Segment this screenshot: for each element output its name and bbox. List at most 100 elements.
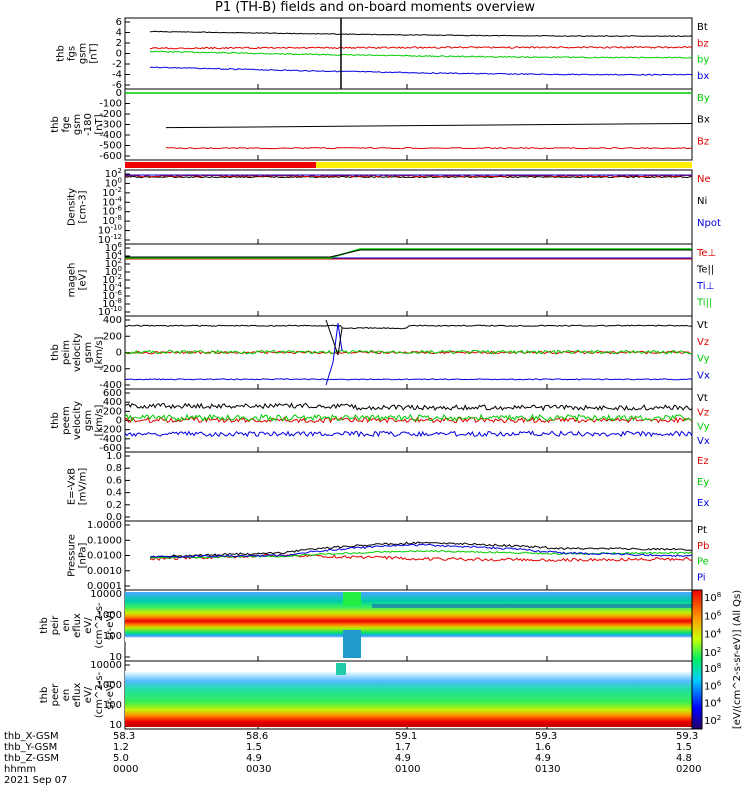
legend-bx: Bx xyxy=(697,115,710,126)
colorbar-tick: 104 xyxy=(704,697,722,710)
footer-value: 4.9 xyxy=(246,753,262,764)
spike-vx xyxy=(325,323,343,386)
series-Vy xyxy=(124,413,693,423)
colorbar-tick: 102 xyxy=(704,714,721,727)
legend-ne: Ne xyxy=(697,174,711,185)
footer-value: 59.3 xyxy=(676,731,699,742)
panel-ylabel: thbpeimvelocitygsm[km/s] xyxy=(50,333,105,372)
legend-vt: Vt xyxy=(697,320,708,331)
ytick-label: 0.8 xyxy=(106,463,122,474)
footer-row-label: thb_Z-GSM xyxy=(4,753,59,764)
mode-bar-slow xyxy=(125,162,316,168)
series-Vx xyxy=(124,378,693,381)
ytick-label: -600 xyxy=(99,151,122,162)
series-bx xyxy=(149,66,693,76)
ytick-label: 1.0000 xyxy=(87,520,122,531)
legend-vz: Vz xyxy=(697,407,709,418)
legend-ey: Ey xyxy=(697,477,709,488)
ytick-label: 0.2 xyxy=(106,500,122,511)
ytick-label: 0.0100 xyxy=(87,551,122,562)
panel-frame-3 xyxy=(124,243,693,317)
legend-vx: Vx xyxy=(697,370,710,381)
legend-bz: bz xyxy=(697,38,709,49)
footer-value: 4.8 xyxy=(676,753,692,764)
ytick-label: -500 xyxy=(99,141,122,152)
ion-spectrogram-ext xyxy=(343,630,361,658)
series-Ni xyxy=(124,175,693,179)
series-Pt xyxy=(150,541,693,559)
ytick-label: -200 xyxy=(99,364,122,375)
series-Te-par xyxy=(125,249,692,258)
panel-ylabel: Density[cm-3] xyxy=(67,188,89,226)
panel-ylabel: thbfgsgsm[nT] xyxy=(56,43,100,64)
panel-ylabel: thbpeerenefluxeV/(cm^2-s-sr-eV) xyxy=(39,671,116,718)
series-bz xyxy=(150,45,693,50)
ytick-label: -600 xyxy=(99,443,122,454)
footer-value: 4.9 xyxy=(535,753,551,764)
colorbar xyxy=(691,589,703,730)
footer-value: 4.9 xyxy=(395,753,411,764)
panel-ylabel: E=-VxB[mV/m] xyxy=(67,468,89,506)
ytick-label: -400 xyxy=(99,434,122,445)
electron-spectrogram-peak xyxy=(336,663,346,675)
footer-value: 0100 xyxy=(395,764,421,775)
ytick-label: 0.1000 xyxy=(87,535,122,546)
legend-vt: Vt xyxy=(697,393,708,404)
ytick-label: 1000 xyxy=(97,610,122,621)
legend-vz: Vz xyxy=(697,337,709,348)
legend-by: By xyxy=(697,93,710,104)
panel-ylabel: thbfgegsm-180[nT] xyxy=(50,113,105,136)
spike-vt xyxy=(325,319,343,356)
ytick-label: 2 xyxy=(116,38,122,49)
ytick-label: 100 xyxy=(103,700,122,711)
ytick-label: -400 xyxy=(99,380,122,391)
colorbar-label: [eV/(cm^2-s-sr-eV)] (All Qs) xyxy=(732,590,743,729)
ytick-label: 100 xyxy=(103,631,122,642)
panel-frame-6 xyxy=(124,451,693,522)
panel-ylabel: Pressure[nPa] xyxy=(67,534,89,577)
ion-spectrogram-band xyxy=(372,604,692,608)
ytick-label: -6 xyxy=(112,80,122,91)
footer-value: 59.1 xyxy=(395,731,418,742)
colorbar-tick: 106 xyxy=(704,679,722,692)
colorbar-tick: 106 xyxy=(704,609,722,622)
footer-value: 1.5 xyxy=(676,742,692,753)
footer-value: 1.2 xyxy=(113,742,129,753)
panel-frame-0 xyxy=(124,17,693,90)
series-Bz xyxy=(165,146,693,150)
ytick-label: 0.6 xyxy=(106,475,122,486)
ytick-label: 0 xyxy=(116,49,122,60)
footer-value: 0130 xyxy=(535,764,561,775)
legend-by: by xyxy=(697,55,709,66)
ytick-label: -2 xyxy=(112,59,122,70)
panel-ylabel: thbpeemvelocitygsm[km/s] xyxy=(50,401,105,440)
ytick-label: 200 xyxy=(103,331,122,342)
panel-ylabel: thbpeirenefluxeV/(cm^2-s-sr-eV) xyxy=(39,602,116,649)
ytick-label: 0 xyxy=(116,416,122,427)
ytick-label: 0 xyxy=(116,88,122,99)
colorbar-tick: 108 xyxy=(704,591,721,604)
ytick-label: 400 xyxy=(103,315,122,326)
footer-value: 1.5 xyxy=(246,742,262,753)
panel-ylabel: mageh[eV] xyxy=(67,263,89,298)
legend-ex: Ex xyxy=(697,498,709,509)
legend-ez: Ez xyxy=(697,456,709,467)
ytick-label: 0.0001 xyxy=(87,581,122,592)
footer-value: 0200 xyxy=(676,764,702,775)
panel-frame-2 xyxy=(124,169,693,245)
ytick-label: 1000 xyxy=(97,680,122,691)
colorbar-tick: 108 xyxy=(704,662,721,675)
footer-value: 1.7 xyxy=(395,742,411,753)
footer-row-label: hhmm xyxy=(4,764,37,775)
ytick-label: 400 xyxy=(103,397,122,408)
legend-bx: bx xyxy=(697,71,709,82)
legend-ti||: Ti|| xyxy=(696,298,712,309)
ytick-label: -400 xyxy=(99,130,122,141)
footer-date: 2021 Sep 07 xyxy=(4,775,68,786)
ytick-label: 600 xyxy=(103,388,122,399)
legend-te⊥: Te⊥ xyxy=(696,248,716,259)
legend-ti⊥: Ti⊥ xyxy=(696,281,714,292)
colorbar-tick: 102 xyxy=(704,646,721,659)
series-Bt xyxy=(149,30,693,38)
ytick-label: 10000 xyxy=(90,660,122,671)
